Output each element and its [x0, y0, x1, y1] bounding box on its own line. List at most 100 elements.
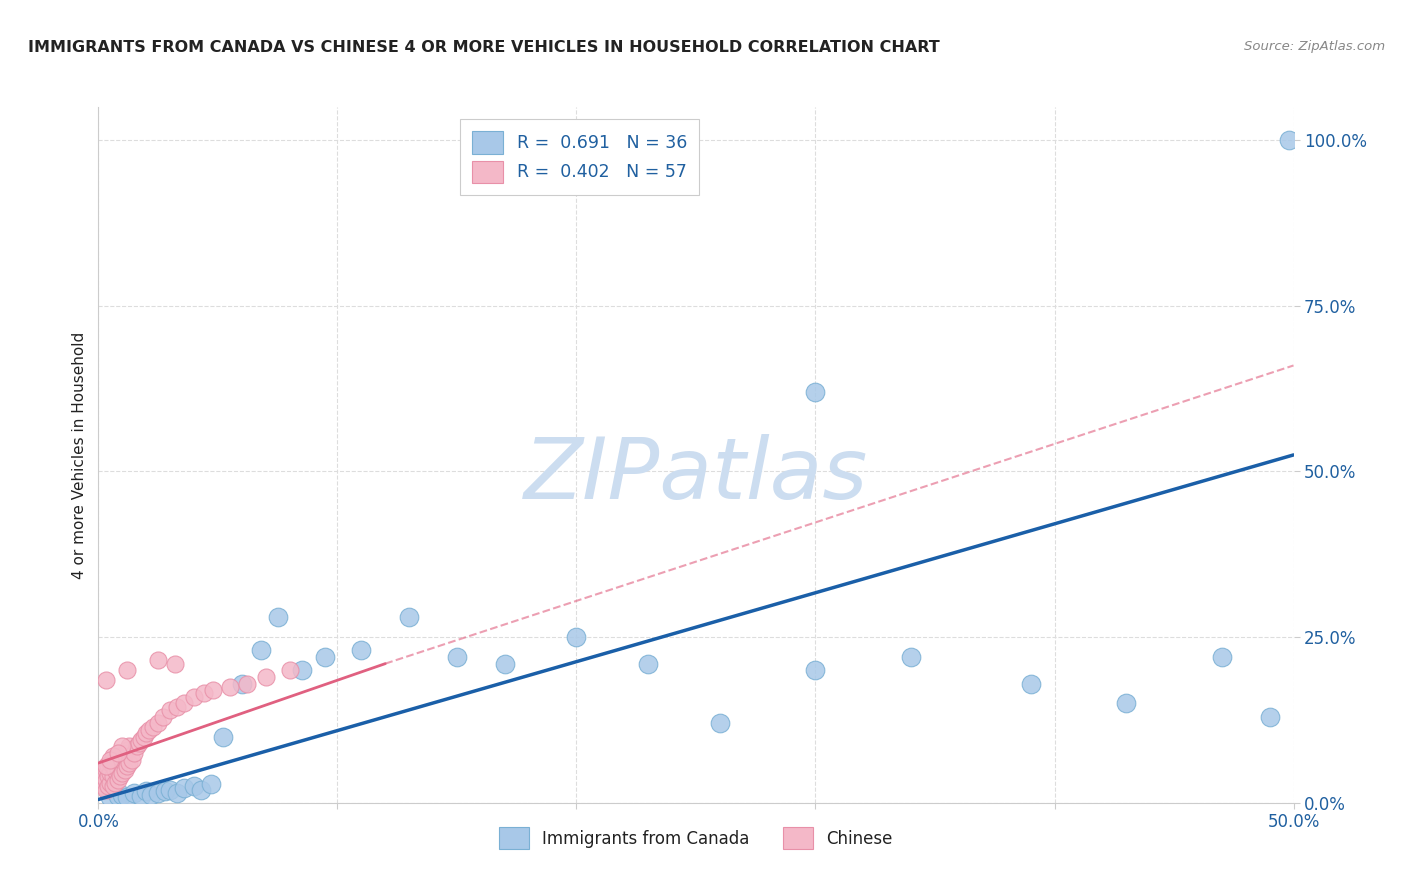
Point	[98, 766, 122, 780]
Point	[565, 630, 588, 644]
Point	[183, 690, 205, 704]
Point	[278, 663, 301, 677]
Point	[124, 786, 146, 800]
Point	[111, 788, 134, 802]
Point	[142, 720, 165, 734]
Point	[104, 753, 127, 767]
Point	[231, 676, 253, 690]
Point	[804, 384, 827, 399]
Point	[111, 739, 134, 754]
Point	[250, 643, 273, 657]
Point	[173, 697, 195, 711]
Point	[900, 650, 922, 665]
Point	[254, 670, 277, 684]
Point	[709, 716, 731, 731]
Point	[315, 650, 337, 665]
Point	[398, 610, 420, 624]
Point	[97, 779, 120, 793]
Point	[211, 730, 233, 744]
Point	[148, 786, 170, 800]
Point	[135, 726, 157, 740]
Point	[97, 769, 120, 783]
Point	[107, 772, 129, 787]
Point	[1278, 133, 1301, 147]
Point	[291, 663, 314, 677]
Point	[193, 686, 215, 700]
Point	[111, 753, 134, 767]
Point	[159, 782, 181, 797]
Point	[138, 723, 160, 737]
Point	[115, 743, 138, 757]
Point	[219, 680, 242, 694]
Point	[128, 736, 150, 750]
Point	[94, 772, 117, 787]
Point	[107, 763, 129, 777]
Point	[173, 781, 195, 796]
Point	[1115, 697, 1137, 711]
Point	[1258, 709, 1281, 723]
Point	[190, 782, 212, 797]
Point	[131, 789, 153, 804]
Point	[148, 716, 170, 731]
Text: Source: ZipAtlas.com: Source: ZipAtlas.com	[1244, 40, 1385, 54]
Point	[114, 763, 136, 777]
Point	[107, 746, 129, 760]
Point	[166, 699, 188, 714]
Point	[97, 759, 120, 773]
Point	[104, 763, 127, 777]
Point	[132, 730, 155, 744]
Point	[148, 653, 170, 667]
Point	[183, 779, 205, 793]
Point	[94, 673, 117, 688]
Point	[94, 763, 117, 777]
Point	[108, 756, 131, 770]
Point	[124, 746, 146, 760]
Point	[115, 663, 138, 677]
Point	[166, 786, 188, 800]
Point	[101, 759, 124, 773]
Text: ZIPatlas: ZIPatlas	[524, 434, 868, 517]
Legend: Immigrants from Canada, Chinese: Immigrants from Canada, Chinese	[491, 819, 901, 857]
Point	[118, 739, 141, 754]
Point	[637, 657, 659, 671]
Point	[107, 749, 129, 764]
Point	[108, 769, 131, 783]
Point	[350, 643, 373, 657]
Point	[235, 676, 257, 690]
Point	[98, 790, 122, 805]
Point	[1211, 650, 1233, 665]
Point	[107, 789, 129, 804]
Point	[114, 746, 136, 760]
Point	[115, 790, 138, 805]
Point	[101, 749, 124, 764]
Point	[98, 756, 122, 770]
Point	[91, 779, 114, 793]
Point	[115, 759, 138, 773]
Point	[121, 753, 143, 767]
Point	[94, 782, 117, 797]
Point	[104, 776, 127, 790]
Point	[139, 788, 162, 802]
Point	[90, 776, 112, 790]
Point	[91, 769, 114, 783]
Point	[494, 657, 516, 671]
Point	[267, 610, 290, 624]
Point	[202, 683, 225, 698]
Point	[118, 756, 141, 770]
Point	[200, 777, 222, 791]
Point	[131, 732, 153, 747]
Point	[101, 769, 124, 783]
Point	[159, 703, 181, 717]
Point	[125, 739, 148, 754]
Point	[155, 784, 177, 798]
Point	[446, 650, 468, 665]
Y-axis label: 4 or more Vehicles in Household: 4 or more Vehicles in Household	[72, 331, 87, 579]
Point	[98, 776, 122, 790]
Point	[94, 759, 117, 773]
Point	[1019, 676, 1042, 690]
Text: IMMIGRANTS FROM CANADA VS CHINESE 4 OR MORE VEHICLES IN HOUSEHOLD CORRELATION CH: IMMIGRANTS FROM CANADA VS CHINESE 4 OR M…	[28, 40, 939, 55]
Point	[804, 663, 827, 677]
Point	[111, 766, 134, 780]
Point	[135, 784, 157, 798]
Point	[163, 657, 186, 671]
